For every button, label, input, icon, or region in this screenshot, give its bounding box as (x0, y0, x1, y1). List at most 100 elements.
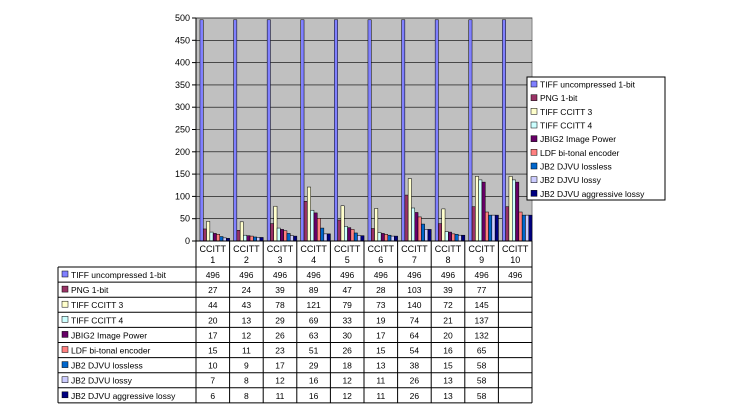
bar (310, 209, 315, 242)
table-cell: 7 (210, 376, 215, 386)
table-cell: 496 (374, 270, 388, 280)
table-cell: 496 (239, 270, 253, 280)
table-cell: 26 (410, 391, 420, 401)
table-cell: 43 (242, 300, 252, 310)
table-cell: 39 (275, 285, 285, 295)
table-cell: 17 (376, 330, 386, 340)
legend-label: JB2 DJVU lossy (540, 175, 602, 185)
table-legend-key (61, 376, 69, 383)
legend-key (530, 135, 538, 142)
legend-key (530, 94, 538, 101)
table-cell: 12 (242, 330, 252, 340)
table-legend-key (61, 300, 69, 308)
bar (377, 232, 382, 242)
bar (259, 237, 264, 242)
x-tick-label: 7 (412, 255, 417, 265)
table-cell: 496 (475, 270, 489, 280)
legend-key (530, 108, 538, 115)
bar (256, 237, 261, 242)
bar (374, 208, 379, 242)
bar (441, 208, 446, 242)
bar (384, 234, 389, 242)
bar (334, 19, 338, 242)
bar (253, 236, 257, 242)
table-cell: 496 (307, 270, 321, 280)
bar (239, 221, 244, 242)
bar (404, 194, 409, 242)
y-tick-label: 400 (175, 58, 190, 68)
bar (293, 235, 298, 242)
table-cell: 24 (242, 285, 252, 295)
bar (481, 181, 486, 242)
bar (390, 235, 395, 242)
table-cell: 33 (342, 315, 352, 325)
bar (340, 205, 345, 242)
table-cell: 18 (342, 361, 352, 371)
bar (246, 235, 251, 242)
bar (491, 214, 496, 242)
bar (424, 229, 429, 242)
table-cell: 496 (407, 270, 421, 280)
table-series-label: JBIG2 Image Power (71, 330, 147, 340)
bar (216, 234, 220, 242)
table-cell: 63 (309, 330, 319, 340)
bar (286, 233, 291, 242)
table-cell: 11 (376, 376, 385, 386)
bar (233, 19, 238, 242)
bar (266, 19, 271, 242)
y-tick-label: 350 (175, 80, 190, 90)
table-cell: 89 (309, 285, 319, 295)
table-cell: 6 (210, 391, 215, 401)
bar (326, 233, 331, 242)
y-tick-label: 0 (185, 236, 190, 246)
table-series-label: JB2 DJVU lossless (71, 361, 143, 371)
x-tick-label: 4 (311, 255, 316, 265)
bar (344, 226, 348, 242)
x-tick-label: CCITT (468, 244, 495, 254)
bar (209, 231, 214, 242)
y-tick-label: 200 (175, 147, 190, 157)
legend-key (530, 121, 538, 129)
table-cell: 15 (443, 361, 453, 371)
table-cell: 9 (244, 361, 249, 371)
bar (353, 232, 358, 242)
bar (505, 206, 510, 242)
table-cell: 16 (309, 376, 319, 386)
table-cell: 27 (208, 285, 218, 295)
table-series-label: TIFF uncompressed 1-bit (71, 270, 167, 280)
legend-label: LDF bi-tonal encoder (540, 148, 620, 158)
bar (276, 227, 281, 242)
table-cell: 26 (410, 376, 420, 386)
table-cell: 121 (307, 300, 321, 310)
table-legend-key (61, 346, 69, 353)
y-tick-label: 500 (175, 13, 190, 23)
y-tick-label: 250 (175, 125, 190, 135)
bar (357, 235, 362, 242)
table-cell: 496 (508, 270, 522, 280)
table-cell: 28 (376, 285, 386, 295)
bar (468, 19, 473, 242)
bar (380, 233, 385, 242)
y-tick-label: 450 (175, 35, 190, 45)
table-cell: 77 (477, 285, 487, 295)
x-tick-label: CCITT (368, 244, 395, 254)
table-cell: 8 (244, 376, 249, 386)
bar (407, 178, 412, 242)
table-cell: 11 (376, 391, 385, 401)
table-cell: 44 (208, 300, 218, 310)
x-tick-label: CCITT (435, 244, 462, 254)
table-cell: 21 (443, 315, 453, 325)
table-cell: 140 (407, 300, 421, 310)
x-tick-label: CCITT (233, 244, 260, 254)
legend-label: JBIG2 Image Power (540, 134, 616, 144)
bar (337, 219, 342, 242)
table-legend-key (61, 316, 69, 323)
table-cell: 74 (410, 315, 420, 325)
bar (313, 212, 318, 242)
bar (488, 214, 493, 242)
table-cell: 19 (376, 315, 386, 325)
bar (448, 231, 452, 242)
table-legend-key (61, 285, 69, 293)
table-cell: 29 (275, 315, 285, 325)
table-cell: 29 (309, 361, 319, 371)
